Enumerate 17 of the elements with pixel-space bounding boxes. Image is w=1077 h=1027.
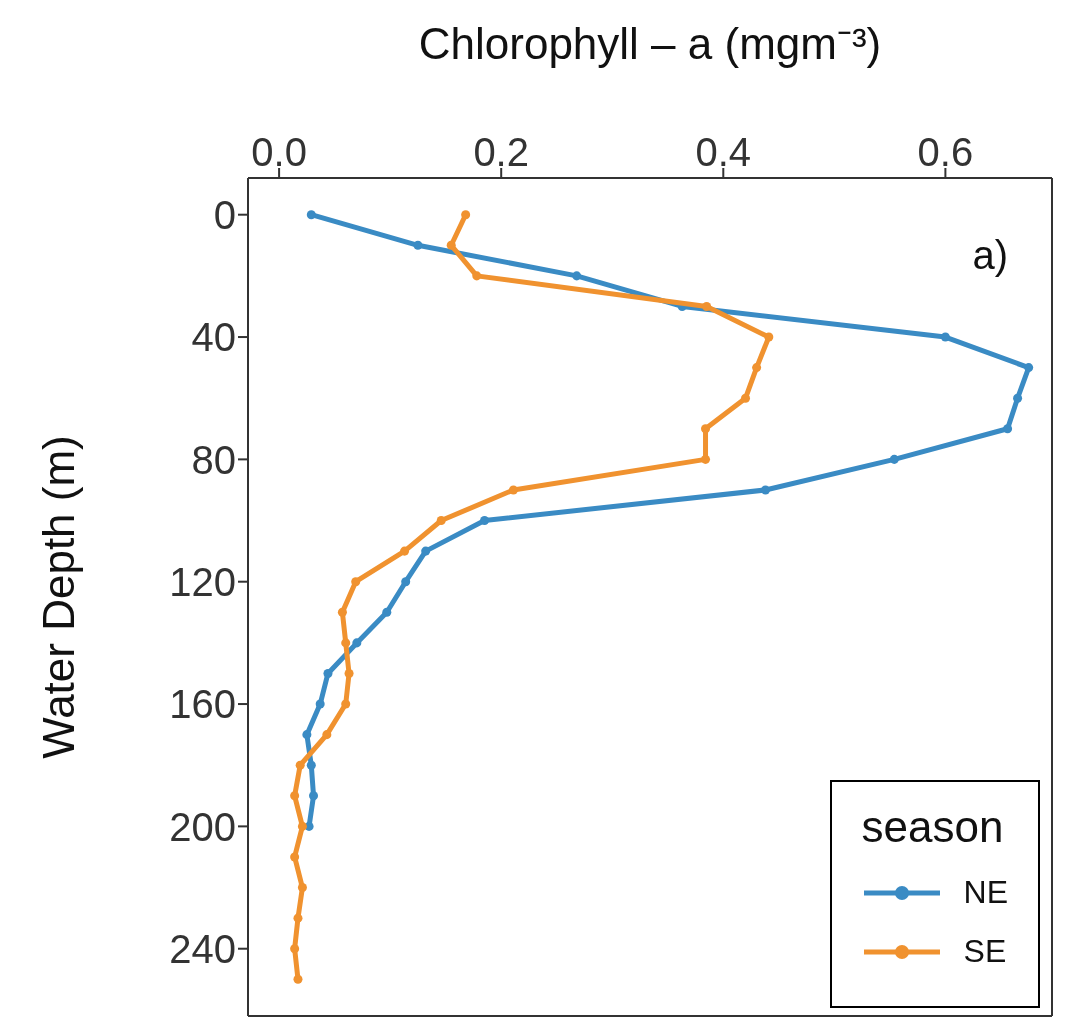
legend-label: SE [963,933,1007,970]
y-tick-label: 160 [169,682,236,727]
x-tick-label: 0.6 [917,130,974,174]
y-tick-label: 0 [213,192,236,237]
y-tick-label: 80 [191,437,236,482]
y-axis-title: Water Depth (m) [33,435,83,759]
annotation: a) [972,233,1008,278]
y-tick-label: 200 [169,804,236,849]
legend-label: NE [963,874,1008,911]
legend-title: season [861,802,1005,852]
y-tick-label: 240 [169,926,236,971]
x-axis-title: Chlorophyll – a (mgm⁻³) [418,19,882,69]
y-tick-label: 40 [191,315,236,360]
x-tick-label: 0.2 [473,130,529,174]
x-tick-label: 0.0 [251,130,307,174]
x-tick-label: 0.4 [695,130,752,174]
y-tick-label: 120 [169,559,236,604]
